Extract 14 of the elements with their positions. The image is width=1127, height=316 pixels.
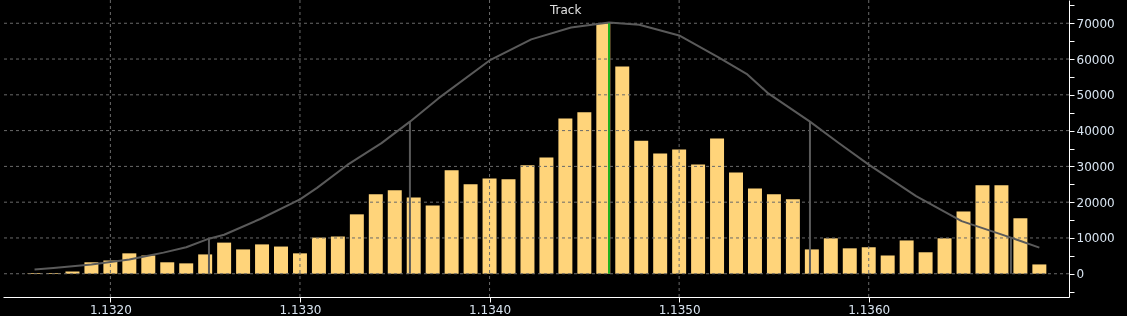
x-tick-label: 1.1360 <box>848 302 891 316</box>
y-tick-label: 50000 <box>1076 88 1115 103</box>
y-tick-label: 30000 <box>1076 159 1115 174</box>
x-tick-label: 1.1330 <box>279 302 322 316</box>
x-tick-label: 1.1350 <box>658 302 701 316</box>
y-tick-label: 60000 <box>1076 52 1115 67</box>
y-tick-label: 40000 <box>1076 124 1115 139</box>
y-tick-label: 20000 <box>1076 195 1115 210</box>
y-tick-label: 10000 <box>1076 231 1115 246</box>
x-tick-label: 1.1320 <box>89 302 132 316</box>
y-tick-label: 0 <box>1076 267 1085 282</box>
annotation: Track <box>549 3 582 17</box>
x-tick-label: 1.1340 <box>469 302 512 316</box>
y-tick-label: 70000 <box>1076 16 1115 31</box>
